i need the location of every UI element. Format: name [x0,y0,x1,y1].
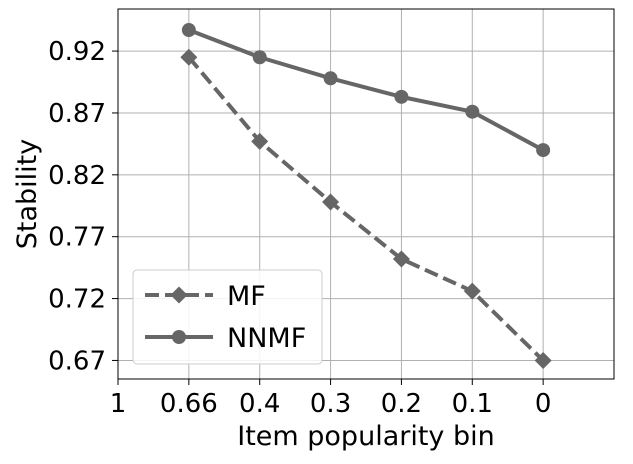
y-tick-label: 0.67 [48,346,106,376]
data-point-nnmf [181,23,196,38]
series-line-mf [187,55,545,362]
y-tick-label: 0.92 [48,37,106,67]
data-point-nnmf [323,71,338,86]
data-point-mf [534,351,552,369]
grid [117,9,614,379]
series-layer [180,23,552,369]
legend-label-mf: MF [227,281,266,312]
data-point-mf [322,193,340,211]
legend-item-mf: MF [145,281,266,312]
legend-marker-nnmf [172,330,186,344]
y-tick-label: 0.77 [48,223,106,253]
series-mf [180,48,552,369]
x-tick-label: 0.2 [381,389,422,419]
axis-ticks: 1 0.66 0.4 0.3 0.2 0.1 0 0.67 0.72 0.77 0.82 0.87 0.… [48,37,551,419]
y-tick-label: 0.72 [48,285,106,315]
y-axis-label: Stability [12,139,43,250]
x-tick-label: 0 [535,389,552,419]
data-point-mf [392,250,410,268]
series-line-nnmf [188,28,545,152]
x-tick-label: 0.3 [310,389,351,419]
data-point-nnmf [465,104,480,119]
data-point-mf [180,48,198,66]
legend-label-nnmf: NNMF [227,323,306,354]
y-tick-label: 0.87 [48,99,106,129]
x-tick-label: 0.1 [452,389,493,419]
data-point-nnmf [252,50,267,65]
data-point-mf [463,282,481,300]
y-tick-label: 0.82 [48,161,106,191]
legend-marker-mf [170,286,188,304]
legend: MF NNMF [132,269,323,365]
data-point-nnmf [394,89,409,104]
x-tick-label: 0.4 [239,389,280,419]
plot-frame [117,8,615,380]
series-nnmf [181,23,551,158]
data-point-mf [251,132,269,150]
x-tick-label: 0.66 [160,389,218,419]
x-axis-label: Item popularity bin [237,421,495,452]
data-point-nnmf [536,143,551,158]
legend-item-nnmf: NNMF [145,323,306,354]
x-tick-label: 1 [110,389,127,419]
